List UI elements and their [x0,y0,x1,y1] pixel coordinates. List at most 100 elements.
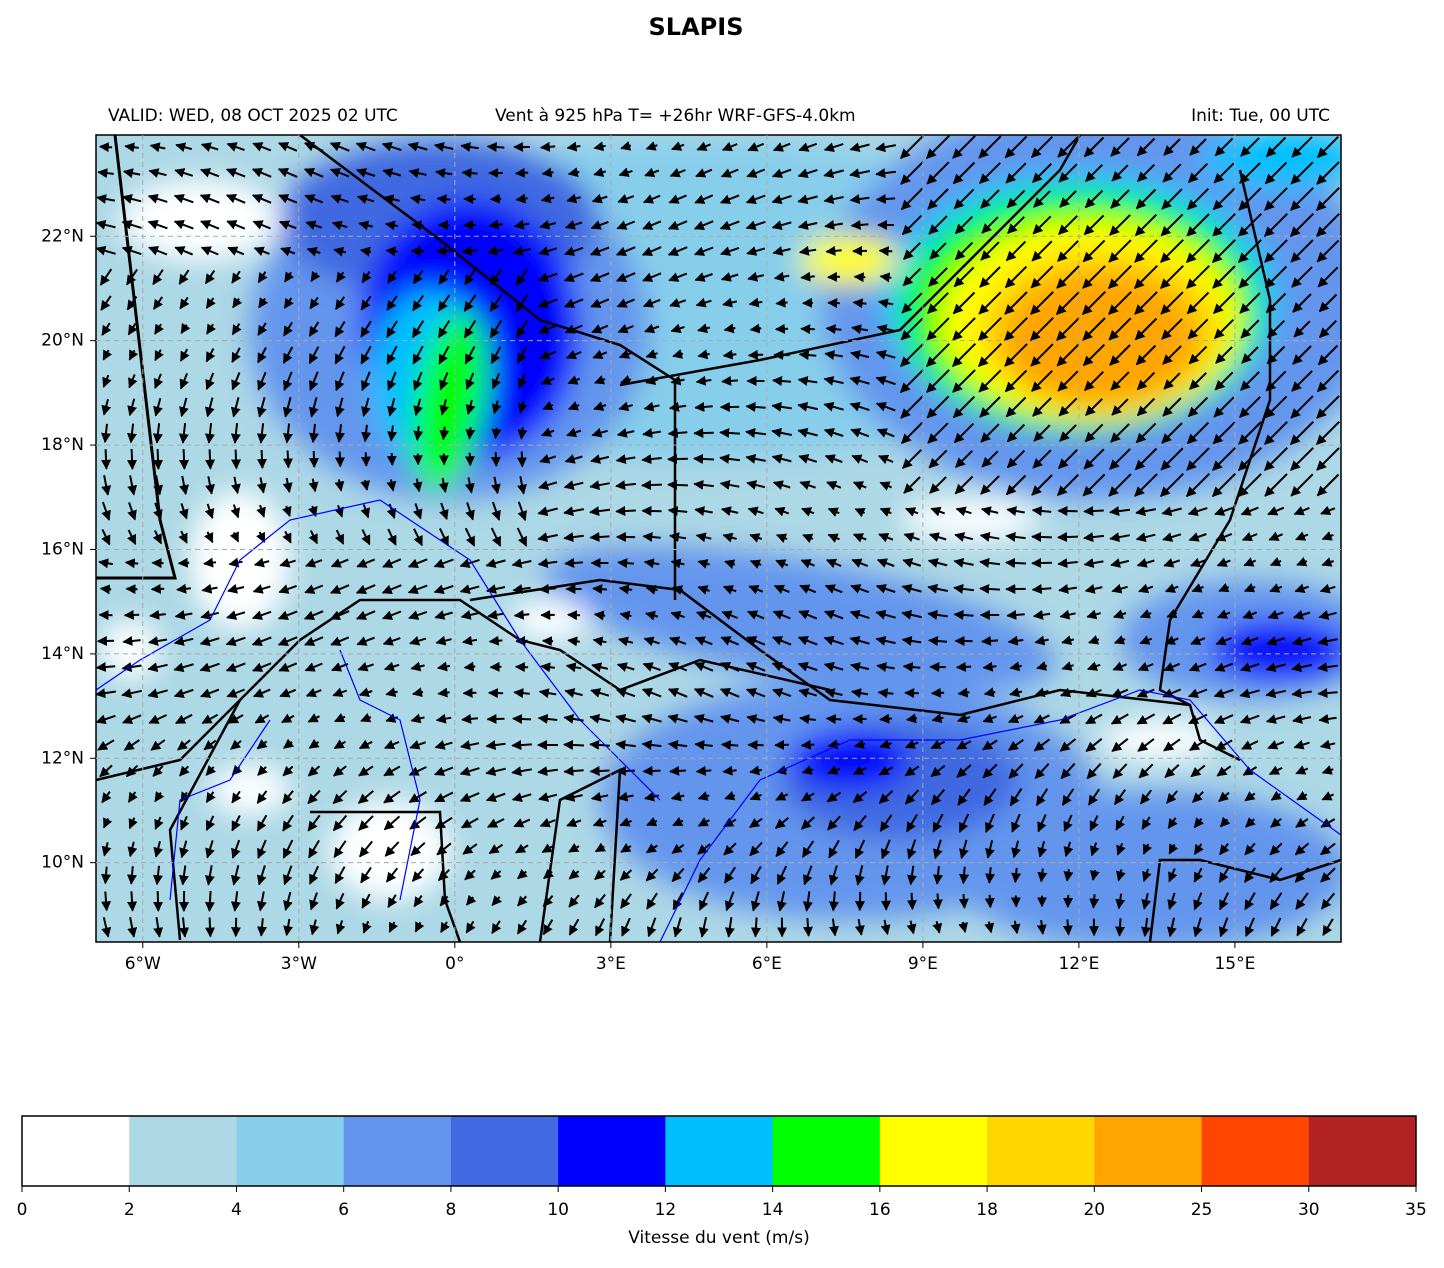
colorbar-tick-label: 10 [547,1200,569,1220]
wind-arrow [877,198,895,199]
lon-tick-label: 9°E [908,954,938,974]
colorbar-bin [344,1116,452,1186]
field-description: Vent à 925 hPa T= +26hr WRF-GFS-4.0km [495,106,856,126]
wind-arrow [776,329,788,330]
wind-arrow [262,450,263,468]
wind-arrow [668,485,688,486]
lon-tick-label: 3°W [281,954,317,974]
wind-arrow [593,589,607,590]
wind-arrow [521,427,522,439]
wind-arrow [210,449,211,468]
init-time: Init: Tue, 00 UTC [1191,106,1330,126]
colorbar-tick-label: 35 [1405,1200,1427,1220]
wind-arrow [236,450,237,469]
lat-tick-label: 12°N [41,748,84,768]
colorbar-tick-label: 2 [124,1200,135,1220]
lon-tick-label: 15°E [1214,954,1255,974]
colorbar-tick-label: 30 [1298,1200,1320,1220]
wind-arrow [881,276,892,277]
wind-arrow [131,891,132,910]
colorbar-tick-label: 20 [1083,1200,1105,1220]
wind-arrow [801,276,814,277]
wind-arrow [1032,537,1052,538]
wind-arrow [522,452,523,467]
wind-arrow [488,146,505,147]
wind-arrow [980,588,1000,589]
wind-arrow [694,459,714,460]
wind-arrow [495,428,496,438]
colorbar-tick-label: 12 [655,1200,677,1220]
wind-arrow [642,511,661,512]
field-patch [100,620,160,680]
wind-arrow [957,667,971,668]
wind-arrow [854,302,867,303]
colorbar-bin [1309,1116,1417,1186]
wind-arrow [158,891,159,911]
wind-arrow [366,452,367,465]
lat-tick-label: 16°N [41,539,84,559]
field-patch [950,790,1350,950]
wind-arrow [179,563,189,564]
wind-arrow [1093,894,1094,907]
colorbar-tick-label: 16 [869,1200,891,1220]
wind-arrow [722,380,738,381]
field-patch [510,600,590,640]
field-patch [790,730,910,790]
wind-arrow [158,449,159,469]
colorbar-label: Vitesse du vent (m/s) [628,1228,809,1248]
wind-arrow [595,614,605,615]
wind-arrow [642,485,662,486]
lat-tick-label: 18°N [41,435,84,455]
wind-arrow [209,891,210,911]
wind-arrow [982,640,998,641]
wind-arrow [749,355,763,356]
wind-arrow [464,693,477,694]
wind-arrow [591,771,610,772]
wind-arrow [963,867,964,884]
wind-arrow [516,198,527,199]
wind-arrow [1058,511,1077,512]
colorbar-tick-label: 18 [976,1200,998,1220]
colorbar-tick-label: 14 [762,1200,784,1220]
wind-arrow [827,328,842,329]
wind-arrow [470,453,471,465]
colorbar-bin [773,1116,881,1186]
wind-arrow [929,640,947,641]
wind-arrow [591,536,610,537]
wind-arrow [720,432,740,433]
wind-arrow [568,640,580,641]
wind-arrow [827,719,841,720]
lon-tick-label: 6°E [752,954,782,974]
colorbar-tick-label: 8 [446,1200,457,1220]
wind-field [96,100,1380,950]
wind-arrow [438,198,451,199]
field-patch [900,500,1040,540]
colorbar-tick-label: 0 [17,1200,28,1220]
wind-arrow [912,893,913,909]
wind-arrow [1058,537,1078,538]
wind-arrow [565,562,583,563]
field-patch [210,765,290,815]
title: SLAPIS [649,13,744,41]
wind-arrow [568,615,580,616]
wind-arrow [1032,563,1052,564]
wind-arrow [826,250,841,251]
wind-arrow [100,147,112,148]
wind-arrow [515,614,530,615]
wind-arrow [616,511,636,512]
wind-arrow [288,451,289,468]
wind-arrow [564,745,584,746]
wind-arrow [152,589,164,590]
wind-arrow [513,719,531,720]
colorbar-bin [880,1116,988,1186]
colorbar-bin [451,1116,559,1186]
lat-tick-label: 10°N [41,853,84,873]
wind-arrow [800,354,817,355]
wind-arrow [990,895,991,907]
wind-arrow [387,250,398,251]
wind-arrow [855,277,866,278]
wind-arrow [802,745,814,746]
wind-arrow [747,406,766,407]
